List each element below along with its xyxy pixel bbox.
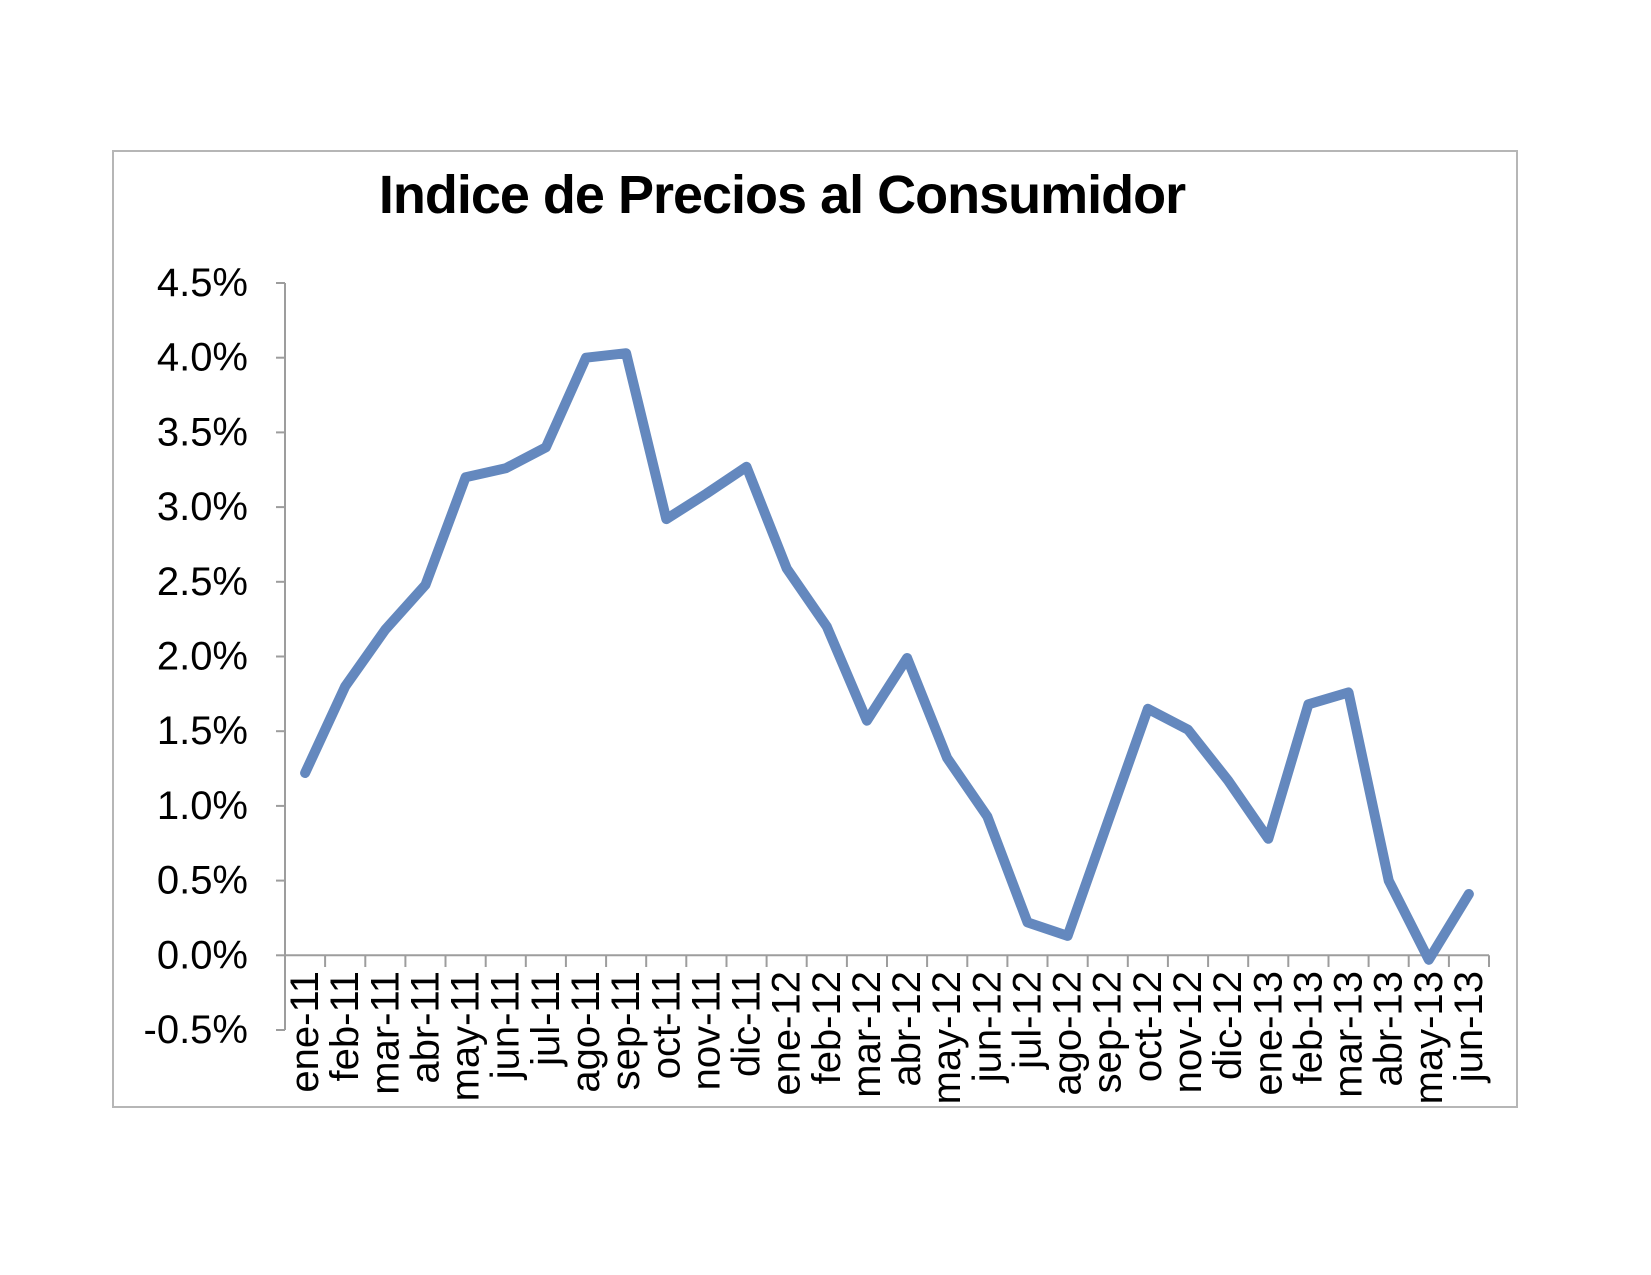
chart-title: Indice de Precios al Consumidor: [378, 165, 1186, 225]
x-axis-tick-label: sep-11: [604, 971, 648, 1090]
x-axis-tick-label: dic-11: [725, 971, 769, 1077]
x-axis-tick-label: abr-13: [1367, 971, 1411, 1087]
y-axis-tick-label: 2.5%: [157, 560, 248, 604]
x-axis-tick-label: oct-12: [1126, 971, 1170, 1082]
x-axis-tick-label: jun-11: [484, 971, 528, 1080]
x-axis-tick-label: jun-13: [1447, 971, 1491, 1083]
x-axis-tick-label: jul-11: [524, 971, 568, 1067]
x-axis-tick-label: abr-11: [404, 971, 448, 1084]
x-axis-tick-label: nov-12: [1166, 971, 1210, 1093]
y-axis-tick-label: 3.5%: [157, 410, 248, 454]
series-line: [300, 348, 1474, 965]
y-axis-tick-label: 1.5%: [157, 709, 248, 753]
y-axis-tick-label: 3.0%: [157, 485, 248, 529]
x-axis-tick-label: sep-12: [1086, 971, 1130, 1093]
x-axis-tick-label: mar-12: [845, 971, 889, 1098]
x-axis-tick-label: jul-12: [1006, 971, 1050, 1070]
y-axis-tick-label: 2.0%: [157, 635, 248, 679]
x-axis-tick-label: may-13: [1407, 971, 1451, 1104]
x-axis-tick-label: mar-11: [363, 971, 407, 1095]
x-axis-tick-label: mar-13: [1327, 971, 1371, 1098]
x-axis-tick-label: dic-12: [1206, 971, 1250, 1080]
x-axis-tick-label: ago-11: [564, 971, 608, 1093]
y-axis-tick-label: 0.5%: [157, 859, 248, 903]
y-axis-tick-label: 4.0%: [157, 336, 248, 380]
x-axis-tick-label: feb-11: [323, 971, 367, 1081]
x-axis-tick-label: ene-11: [283, 971, 327, 1093]
chart-frame: [112, 150, 1518, 1108]
y-axis-tick-label: 4.5%: [157, 261, 248, 305]
y-axis-tick-label: 0.0%: [157, 933, 248, 977]
x-axis-tick-label: ene-12: [765, 971, 809, 1096]
x-axis-tick-label: oct-11: [644, 971, 688, 1079]
x-axis-tick-label: may-11: [444, 971, 488, 1101]
y-axis-tick-label: -0.5%: [144, 1008, 249, 1052]
x-axis-tick-label: feb-12: [805, 971, 849, 1084]
x-axis-tick-label: ago-12: [1046, 971, 1090, 1096]
x-axis-tick-label: may-12: [925, 971, 969, 1104]
y-axis-tick-label: 1.0%: [157, 784, 248, 828]
x-axis-tick-label: jun-12: [965, 971, 1009, 1083]
x-axis-tick-label: ene-13: [1246, 971, 1290, 1096]
x-axis-tick-label: nov-11: [684, 971, 728, 1090]
x-axis-tick-label: feb-13: [1286, 971, 1330, 1084]
x-axis-tick-label: abr-12: [885, 971, 929, 1087]
